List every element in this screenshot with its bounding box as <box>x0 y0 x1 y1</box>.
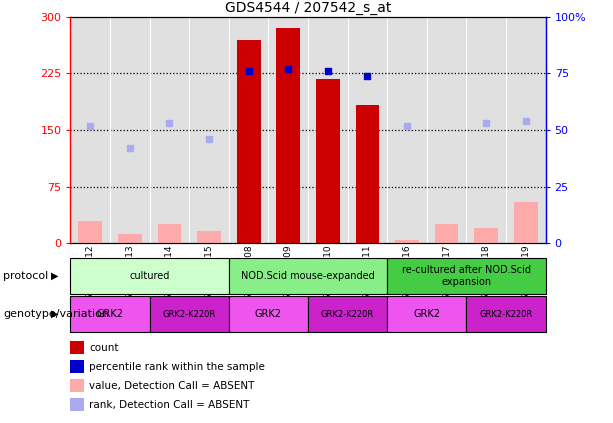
Point <box>481 120 491 126</box>
Bar <box>276 28 300 243</box>
Text: count: count <box>89 343 118 353</box>
Bar <box>466 296 546 332</box>
Text: rank, Detection Call = ABSENT: rank, Detection Call = ABSENT <box>89 400 249 410</box>
Text: GRK2: GRK2 <box>255 309 282 319</box>
Bar <box>308 296 387 332</box>
Bar <box>197 231 221 243</box>
Point <box>402 122 412 129</box>
Bar <box>514 202 538 243</box>
Text: ▶: ▶ <box>51 309 58 319</box>
Point <box>521 118 531 124</box>
Point <box>362 72 372 79</box>
Point <box>323 68 333 74</box>
Bar <box>78 221 102 243</box>
Text: GRK2: GRK2 <box>97 309 124 319</box>
Bar <box>118 234 142 243</box>
Point <box>85 122 95 129</box>
Text: protocol: protocol <box>3 271 48 281</box>
Text: GRK2-K220R: GRK2-K220R <box>479 310 533 319</box>
Bar <box>356 105 379 243</box>
Bar <box>70 296 150 332</box>
Text: GRK2: GRK2 <box>413 309 440 319</box>
Text: cultured: cultured <box>129 271 170 281</box>
Text: genotype/variation: genotype/variation <box>3 309 109 319</box>
Text: GRK2-K220R: GRK2-K220R <box>321 310 375 319</box>
Text: NOD.Scid mouse-expanded: NOD.Scid mouse-expanded <box>241 271 375 281</box>
Text: ▶: ▶ <box>51 271 58 281</box>
Bar <box>395 240 419 243</box>
Bar <box>237 40 261 243</box>
Bar <box>70 258 229 294</box>
Bar <box>435 224 459 243</box>
Bar <box>229 258 387 294</box>
Point <box>204 136 214 143</box>
Title: GDS4544 / 207542_s_at: GDS4544 / 207542_s_at <box>225 0 391 14</box>
Bar <box>150 296 229 332</box>
Text: GRK2-K220R: GRK2-K220R <box>162 310 216 319</box>
Point <box>164 120 174 126</box>
Text: re-cultured after NOD.Scid
expansion: re-cultured after NOD.Scid expansion <box>402 265 531 287</box>
Bar <box>229 296 308 332</box>
Point <box>244 68 254 74</box>
Point <box>125 145 135 151</box>
Text: percentile rank within the sample: percentile rank within the sample <box>89 362 265 372</box>
Bar <box>387 258 546 294</box>
Bar <box>474 228 498 243</box>
Bar <box>316 79 340 243</box>
Bar <box>387 296 466 332</box>
Point <box>283 66 293 72</box>
Bar <box>158 224 181 243</box>
Text: value, Detection Call = ABSENT: value, Detection Call = ABSENT <box>89 381 254 391</box>
